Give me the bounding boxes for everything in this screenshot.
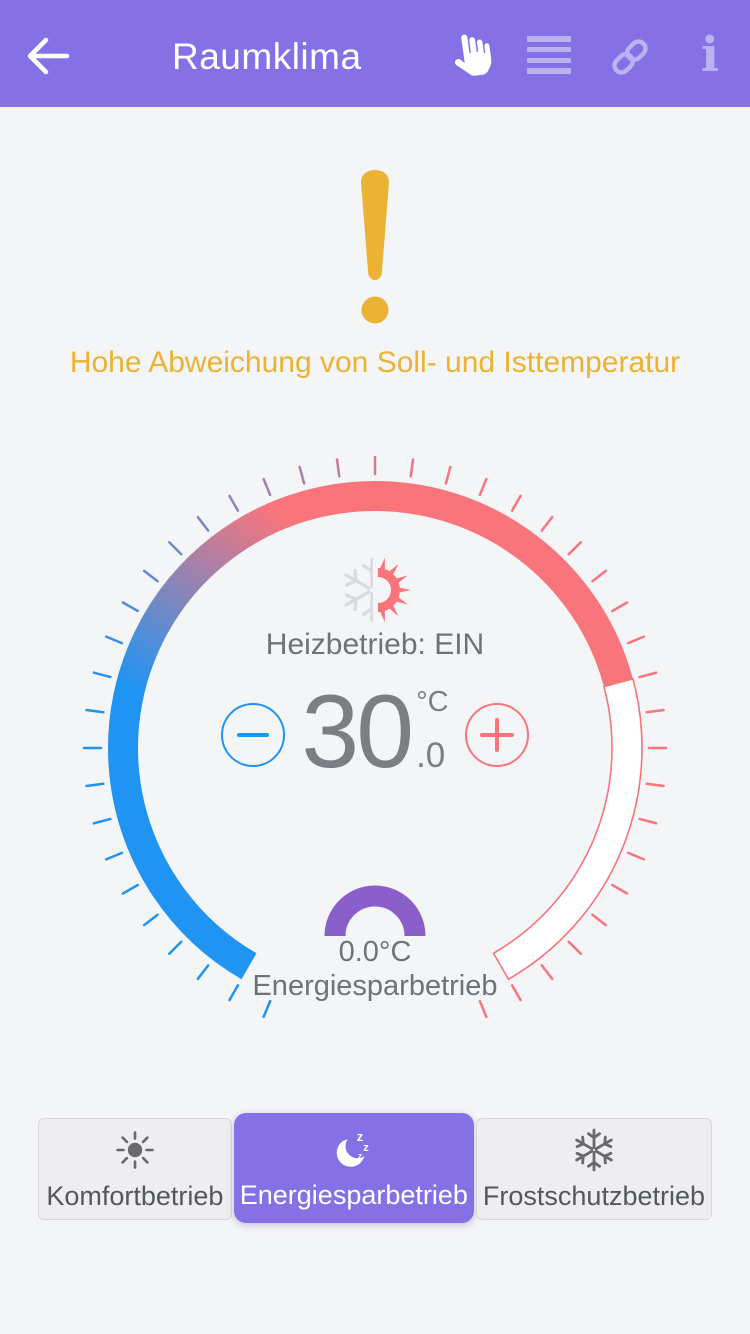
mode-button-frostschutzbetrieb[interactable]: Frostschutzbetrieb	[475, 1118, 712, 1220]
header-bar: Raumklima i	[0, 0, 750, 107]
moon-icon: z z z	[336, 1129, 370, 1167]
sun-icon	[116, 1130, 154, 1169]
info-icon[interactable]: i	[700, 27, 720, 83]
setpoint-unit: °C	[416, 686, 449, 718]
hand-pointer-icon[interactable]	[444, 26, 496, 84]
mode-button-energiesparbetrieb[interactable]: z z z Energiesparbetrieb	[233, 1113, 474, 1223]
increase-temperature-button[interactable]	[465, 703, 529, 767]
warning-text: Hohe Abweichung von Soll- und Isttempera…	[69, 346, 681, 379]
svg-text:z: z	[357, 1129, 364, 1144]
snowflake-icon	[575, 1128, 613, 1171]
eco-mode-text: Energiesparbetrieb	[252, 970, 498, 1002]
setpoint-fraction: .0	[416, 736, 446, 775]
svg-text:z: z	[363, 1142, 369, 1154]
minus-icon	[237, 733, 269, 737]
mode-label: Frostschutzbetrieb	[482, 1180, 705, 1211]
heating-status-text: Heizbetrieb: EIN	[265, 628, 485, 661]
setpoint-integer: 30	[301, 674, 414, 790]
link-icon[interactable]	[604, 32, 656, 82]
back-arrow-icon[interactable]	[24, 35, 72, 77]
mode-button-row: Komfortbetrieb z z z Energiesparbetrieb …	[38, 1113, 712, 1223]
mode-button-komfortbetrieb[interactable]: Komfortbetrieb	[38, 1118, 232, 1220]
mode-label: Energiesparbetrieb	[239, 1179, 468, 1210]
exclamation-icon	[361, 170, 389, 324]
svg-text:z: z	[358, 1151, 363, 1161]
hamburger-menu-icon[interactable]	[527, 36, 571, 74]
setpoint-display: 30 °C .0	[0, 680, 750, 792]
page-title: Raumklima	[172, 36, 362, 77]
temperature-dial[interactable]	[0, 410, 750, 1030]
decrease-temperature-button[interactable]	[221, 703, 285, 767]
mode-label: Komfortbetrieb	[46, 1180, 224, 1211]
eco-setpoint-text: 0.0°C	[338, 936, 412, 968]
